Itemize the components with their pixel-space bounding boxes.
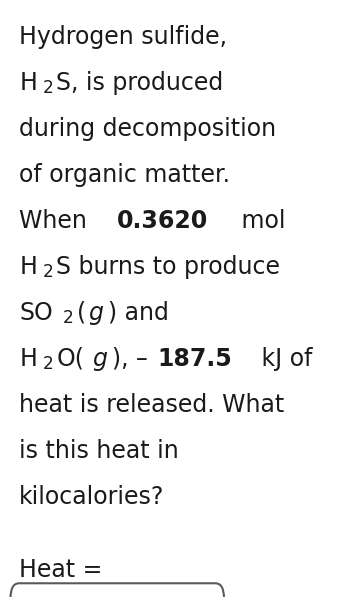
Text: kilocalories?: kilocalories? <box>19 485 164 509</box>
Text: of organic matter.: of organic matter. <box>19 163 230 187</box>
Text: heat is released. What: heat is released. What <box>19 393 285 417</box>
Text: during decomposition: during decomposition <box>19 117 276 141</box>
FancyBboxPatch shape <box>10 583 224 597</box>
Text: (: ( <box>77 301 86 325</box>
Text: H: H <box>19 255 37 279</box>
Text: 0.3620: 0.3620 <box>117 209 208 233</box>
Text: g: g <box>89 301 104 325</box>
Text: 2: 2 <box>42 263 53 281</box>
Text: mol: mol <box>234 209 286 233</box>
Text: SO: SO <box>19 301 53 325</box>
Text: 187.5: 187.5 <box>158 347 232 371</box>
Text: S, is produced: S, is produced <box>56 71 224 95</box>
Text: ), –: ), – <box>112 347 147 371</box>
Text: H: H <box>19 71 37 95</box>
Text: Heat =: Heat = <box>19 558 103 581</box>
Text: kJ of: kJ of <box>254 347 313 371</box>
Text: H: H <box>19 347 37 371</box>
Text: 2: 2 <box>63 309 74 327</box>
Text: Hydrogen sulfide,: Hydrogen sulfide, <box>19 25 227 49</box>
Text: 2: 2 <box>42 355 53 373</box>
Text: g: g <box>92 347 107 371</box>
Text: ) and: ) and <box>108 301 169 325</box>
Text: 2: 2 <box>42 79 53 97</box>
Text: O(: O( <box>56 347 84 371</box>
Text: is this heat in: is this heat in <box>19 439 179 463</box>
Text: When: When <box>19 209 95 233</box>
Text: S burns to produce: S burns to produce <box>56 255 280 279</box>
